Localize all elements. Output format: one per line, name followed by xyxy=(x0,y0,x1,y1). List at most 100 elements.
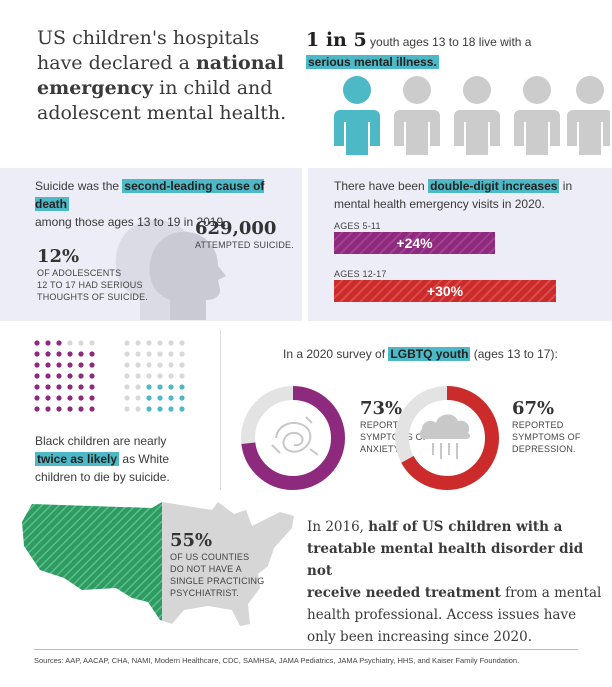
dot xyxy=(146,362,152,368)
dot xyxy=(45,340,51,346)
depression-arc xyxy=(395,386,499,490)
double-digit-highlight: double-digit increases xyxy=(428,179,560,193)
dot xyxy=(67,340,73,346)
dot xyxy=(168,351,174,357)
suicide-pre: Suicide was the xyxy=(35,179,123,193)
anxiety-donut xyxy=(241,386,345,490)
dot xyxy=(146,340,152,346)
serious-thoughts-line1: OF ADOLESCENTS xyxy=(37,268,122,278)
serious-thoughts-stat: 12% OF ADOLESCENTS 12 TO 17 HAD SERIOUS … xyxy=(37,246,148,303)
dot xyxy=(157,395,163,401)
dot xyxy=(56,351,62,357)
dot-matrix xyxy=(34,340,185,412)
headline-line3-text: in child and xyxy=(153,77,273,99)
dot xyxy=(67,362,73,368)
black-children-post: as White xyxy=(119,452,170,466)
ages-5-11-value: +24% xyxy=(396,235,433,251)
lgbtq-text: In a 2020 survey of LGBTQ youth (ages 13… xyxy=(283,345,558,363)
dot xyxy=(179,340,185,346)
dot xyxy=(179,406,185,412)
ages-12-17-bar: +30% xyxy=(334,280,556,302)
dot xyxy=(67,351,73,357)
dot xyxy=(89,362,95,368)
dot xyxy=(124,373,130,379)
one-in-five-text: 1 in 5 youth ages 13 to 18 live with a s… xyxy=(306,30,606,72)
dot xyxy=(124,406,130,412)
tangled-scribble-icon xyxy=(271,416,319,456)
dot xyxy=(89,406,95,412)
counties-value: 55% xyxy=(170,530,213,551)
person-icon-highlighted xyxy=(334,76,380,155)
dot xyxy=(146,395,152,401)
dot xyxy=(157,373,163,379)
dot xyxy=(89,340,95,346)
one-in-five-big: 1 in 5 xyxy=(306,29,367,51)
ages-12-17-value: +30% xyxy=(426,283,464,299)
dot xyxy=(56,384,62,390)
dot xyxy=(78,340,84,346)
dot xyxy=(124,362,130,368)
dot xyxy=(67,384,73,390)
treatment-l3: receive needed treatment from a mental xyxy=(307,582,607,604)
dot xyxy=(89,384,95,390)
dot xyxy=(157,362,163,368)
ages-5-11-bar: +24% xyxy=(334,232,495,254)
treatment-l1-bold: half of US children with a xyxy=(368,519,563,535)
people-icons xyxy=(334,76,610,155)
dot xyxy=(135,362,141,368)
dot xyxy=(56,340,62,346)
sources-text: Sources: AAP, AACAP, CHA, NAMI, Modern H… xyxy=(34,656,520,665)
one-in-five-desc: youth ages 13 to 18 live with a xyxy=(366,35,532,49)
serious-thoughts-line3: THOUGHTS OF SUICIDE. xyxy=(37,292,149,302)
dot xyxy=(56,395,62,401)
dot xyxy=(135,395,141,401)
depression-l3: DEPRESSION. xyxy=(512,444,576,454)
headline-line4: adolescent mental health. xyxy=(37,102,287,124)
dot xyxy=(146,384,152,390)
anxiety-l3: ANXIETY. xyxy=(360,444,402,454)
dot xyxy=(78,384,84,390)
dot xyxy=(56,373,62,379)
treatment-l4: health professional. Access issues have xyxy=(307,607,577,623)
dot xyxy=(157,384,163,390)
person-icon xyxy=(514,76,560,155)
treatment-l3-bold: receive needed treatment xyxy=(307,585,501,601)
black-children-line2: twice as likely as White xyxy=(35,450,220,468)
dot xyxy=(78,362,84,368)
dot xyxy=(89,395,95,401)
suicide-post: among those ages 13 to 19 in 2019. xyxy=(35,215,227,229)
person-icon xyxy=(394,76,440,155)
dot xyxy=(67,406,73,412)
dot xyxy=(168,340,174,346)
dot xyxy=(146,373,152,379)
dot xyxy=(135,406,141,412)
suicide-text: Suicide was the second-leading cause of … xyxy=(35,177,300,231)
dot xyxy=(34,362,40,368)
dot xyxy=(157,340,163,346)
dot xyxy=(179,351,185,357)
headline-emergency: emergency xyxy=(37,77,154,99)
dot xyxy=(168,362,174,368)
ages-5-11-label: AGES 5-11 xyxy=(334,221,381,231)
dot xyxy=(45,373,51,379)
headline-line3: emergency in child and xyxy=(37,76,297,101)
dot xyxy=(89,373,95,379)
dot xyxy=(89,351,95,357)
depression-stat: 67% REPORTED SYMPTOMS OF DEPRESSION. xyxy=(512,398,581,455)
dot xyxy=(157,351,163,357)
headline-line1: US children's hospitals xyxy=(37,27,260,49)
dot xyxy=(45,351,51,357)
dot xyxy=(78,406,84,412)
dot xyxy=(168,395,174,401)
dot xyxy=(124,395,130,401)
dot xyxy=(124,384,130,390)
ages-12-17-label: AGES 12-17 xyxy=(334,269,387,279)
treatment-text: In 2016, half of US children with a trea… xyxy=(307,516,607,648)
us-map-icon xyxy=(22,502,294,626)
anxiety-l1: REPORTED xyxy=(360,420,412,430)
counties-stat: 55% OF US COUNTIES DO NOT HAVE A SINGLE … xyxy=(170,530,264,599)
lgbtq-highlight: LGBTQ youth xyxy=(388,347,471,361)
dot xyxy=(146,406,152,412)
treatment-l2: treatable mental health disorder did not xyxy=(307,538,607,582)
depression-l1: REPORTED xyxy=(512,420,564,430)
